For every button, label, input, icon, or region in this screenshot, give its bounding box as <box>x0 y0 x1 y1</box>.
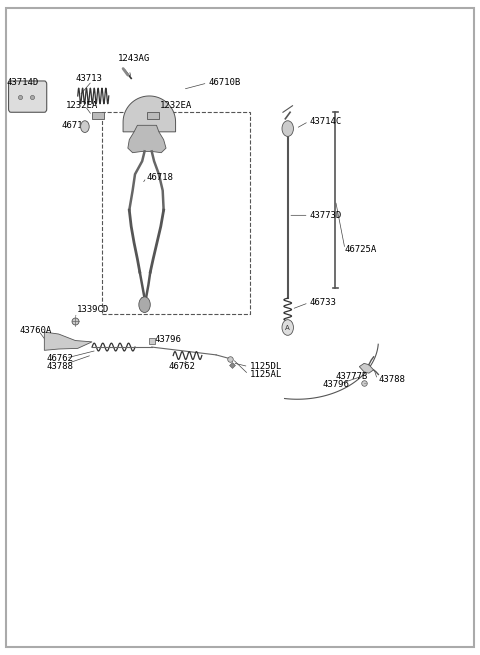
Bar <box>147 112 159 119</box>
Text: 43796: 43796 <box>154 335 181 344</box>
Bar <box>102 112 250 314</box>
Text: 1232EA: 1232EA <box>160 102 192 110</box>
Text: 43714D: 43714D <box>6 79 38 87</box>
Circle shape <box>282 121 293 136</box>
Text: 43773D: 43773D <box>309 211 341 220</box>
Text: 43796: 43796 <box>322 381 349 389</box>
Text: 46733: 46733 <box>309 298 336 307</box>
Circle shape <box>282 320 293 335</box>
Text: 46725A: 46725A <box>345 245 377 253</box>
Text: 46718: 46718 <box>147 173 174 182</box>
Text: 43714C: 43714C <box>309 117 341 126</box>
Text: 1243AG: 1243AG <box>118 54 151 64</box>
Text: 1339CD: 1339CD <box>77 305 109 314</box>
Text: 46710B: 46710B <box>209 79 241 87</box>
Text: A: A <box>285 324 290 331</box>
Text: 43788: 43788 <box>47 362 73 371</box>
Text: 46762: 46762 <box>168 362 195 371</box>
Text: 43760A: 43760A <box>20 326 52 335</box>
Polygon shape <box>123 96 176 132</box>
Circle shape <box>81 121 89 132</box>
Text: 43777B: 43777B <box>336 372 368 381</box>
Polygon shape <box>360 364 373 373</box>
Text: 1125AL: 1125AL <box>250 370 282 379</box>
Circle shape <box>139 297 150 312</box>
Bar <box>92 112 104 119</box>
Text: 43788: 43788 <box>378 375 405 384</box>
Text: 43713: 43713 <box>75 74 102 83</box>
Text: 46716: 46716 <box>61 121 88 130</box>
FancyBboxPatch shape <box>9 81 47 112</box>
Text: 46762: 46762 <box>47 354 73 363</box>
Polygon shape <box>44 332 92 350</box>
Text: 1125DL: 1125DL <box>250 362 282 371</box>
Text: 1232EA: 1232EA <box>66 102 98 110</box>
Polygon shape <box>128 125 166 153</box>
